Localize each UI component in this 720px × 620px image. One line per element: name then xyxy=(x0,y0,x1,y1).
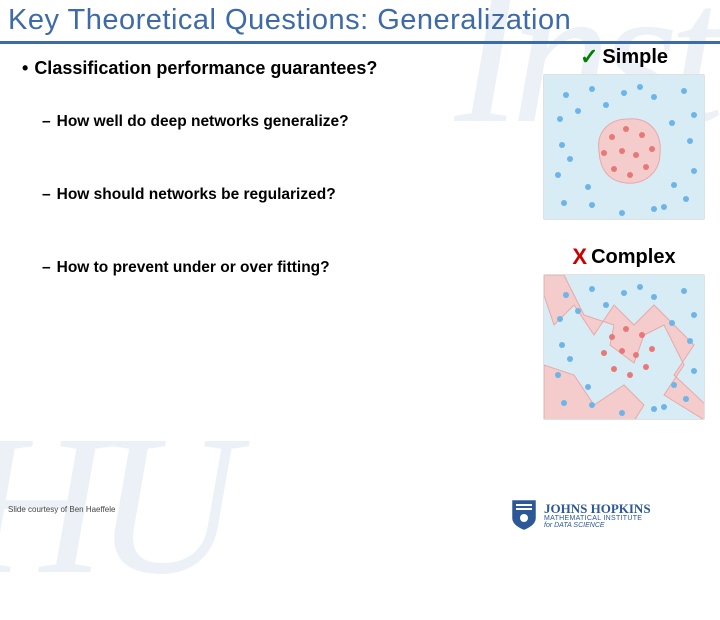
scatter-point xyxy=(559,342,565,348)
scatter-point xyxy=(557,116,563,122)
scatter-point xyxy=(671,382,677,388)
scatter-point xyxy=(691,112,697,118)
scatter-point xyxy=(601,150,607,156)
scatter-point xyxy=(589,202,595,208)
scatter-point xyxy=(683,396,689,402)
scatter-point xyxy=(643,164,649,170)
scatter-point xyxy=(651,294,657,300)
scatter-point xyxy=(691,312,697,318)
footer-logo: JOHNS HOPKINS MATHEMATICAL INSTITUTE for… xyxy=(510,496,710,534)
simple-label-row: ✓ Simple xyxy=(540,44,708,70)
scatter-point xyxy=(603,102,609,108)
scatter-point xyxy=(661,204,667,210)
scatter-point xyxy=(555,372,561,378)
logo-line1: MATHEMATICAL INSTITUTE xyxy=(544,515,651,522)
slide-title: Key Theoretical Questions: Generalizatio… xyxy=(8,4,712,37)
scatter-point xyxy=(651,94,657,100)
scatter-point xyxy=(601,350,607,356)
scatter-point xyxy=(589,402,595,408)
logo-line2: for DATA SCIENCE xyxy=(544,522,651,529)
scatter-point xyxy=(671,182,677,188)
scatter-point xyxy=(621,290,627,296)
scatter-point xyxy=(683,196,689,202)
scatter-point xyxy=(619,210,625,216)
scatter-point xyxy=(681,88,687,94)
scatter-point xyxy=(651,206,657,212)
scatter-point xyxy=(627,372,633,378)
scatter-point xyxy=(627,172,633,178)
scatter-point xyxy=(639,132,645,138)
scatter-point xyxy=(643,364,649,370)
figures-column: ✓ Simple X Complex xyxy=(540,44,708,444)
main-bullet-text: Classification performance guarantees? xyxy=(34,58,377,78)
scatter-point xyxy=(561,200,567,206)
scatter-point xyxy=(623,126,629,132)
scatter-point xyxy=(649,146,655,152)
scatter-point xyxy=(669,320,675,326)
scatter-point xyxy=(609,334,615,340)
complex-label: Complex xyxy=(591,246,675,269)
scatter-point xyxy=(639,332,645,338)
scatter-point xyxy=(637,84,643,90)
scatter-point xyxy=(687,138,693,144)
scatter-point xyxy=(567,156,573,162)
scatter-point xyxy=(555,172,561,178)
scatter-point xyxy=(691,168,697,174)
scatter-point xyxy=(691,368,697,374)
scatter-point xyxy=(589,286,595,292)
shield-icon xyxy=(510,498,538,532)
scatter-point xyxy=(611,366,617,372)
simple-figure xyxy=(543,74,705,220)
scatter-point xyxy=(557,316,563,322)
scatter-point xyxy=(661,404,667,410)
content-area: •Classification performance guarantees? … xyxy=(0,44,720,504)
scatter-point xyxy=(563,92,569,98)
scatter-point xyxy=(585,384,591,390)
slide-credit: Slide courtesy of Ben Haeffele xyxy=(8,505,115,514)
scatter-point xyxy=(687,338,693,344)
check-icon: ✓ xyxy=(580,44,598,70)
scatter-point xyxy=(637,284,643,290)
dash-marker: – xyxy=(42,259,51,276)
dash-marker: – xyxy=(42,186,51,203)
complex-label-row: X Complex xyxy=(540,244,708,270)
scatter-point xyxy=(619,348,625,354)
scatter-point xyxy=(619,410,625,416)
scatter-point xyxy=(651,406,657,412)
scatter-point xyxy=(681,288,687,294)
dash-marker: – xyxy=(42,113,51,130)
logo-university: JOHNS HOPKINS xyxy=(544,502,651,515)
scatter-point xyxy=(575,108,581,114)
sub-bullet-2-text: How should networks be regularized? xyxy=(57,186,336,203)
bullet-marker: • xyxy=(22,58,28,78)
scatter-point xyxy=(649,346,655,352)
sub-bullet-1-text: How well do deep networks generalize? xyxy=(57,113,349,130)
scatter-point xyxy=(623,326,629,332)
title-bar: Key Theoretical Questions: Generalizatio… xyxy=(0,0,720,44)
scatter-point xyxy=(633,152,639,158)
scatter-point xyxy=(559,142,565,148)
scatter-point xyxy=(561,400,567,406)
scatter-point xyxy=(611,166,617,172)
complex-figure xyxy=(543,274,705,420)
scatter-point xyxy=(589,86,595,92)
sub-bullet-3-text: How to prevent under or over fitting? xyxy=(57,259,330,276)
simple-label: Simple xyxy=(602,46,668,69)
scatter-point xyxy=(563,292,569,298)
logo-text: JOHNS HOPKINS MATHEMATICAL INSTITUTE for… xyxy=(544,502,651,529)
scatter-point xyxy=(609,134,615,140)
scatter-point xyxy=(633,352,639,358)
scatter-point xyxy=(585,184,591,190)
scatter-point xyxy=(603,302,609,308)
scatter-point xyxy=(669,120,675,126)
x-icon: X xyxy=(572,244,587,270)
scatter-point xyxy=(575,308,581,314)
scatter-point xyxy=(621,90,627,96)
scatter-point xyxy=(619,148,625,154)
scatter-point xyxy=(567,356,573,362)
